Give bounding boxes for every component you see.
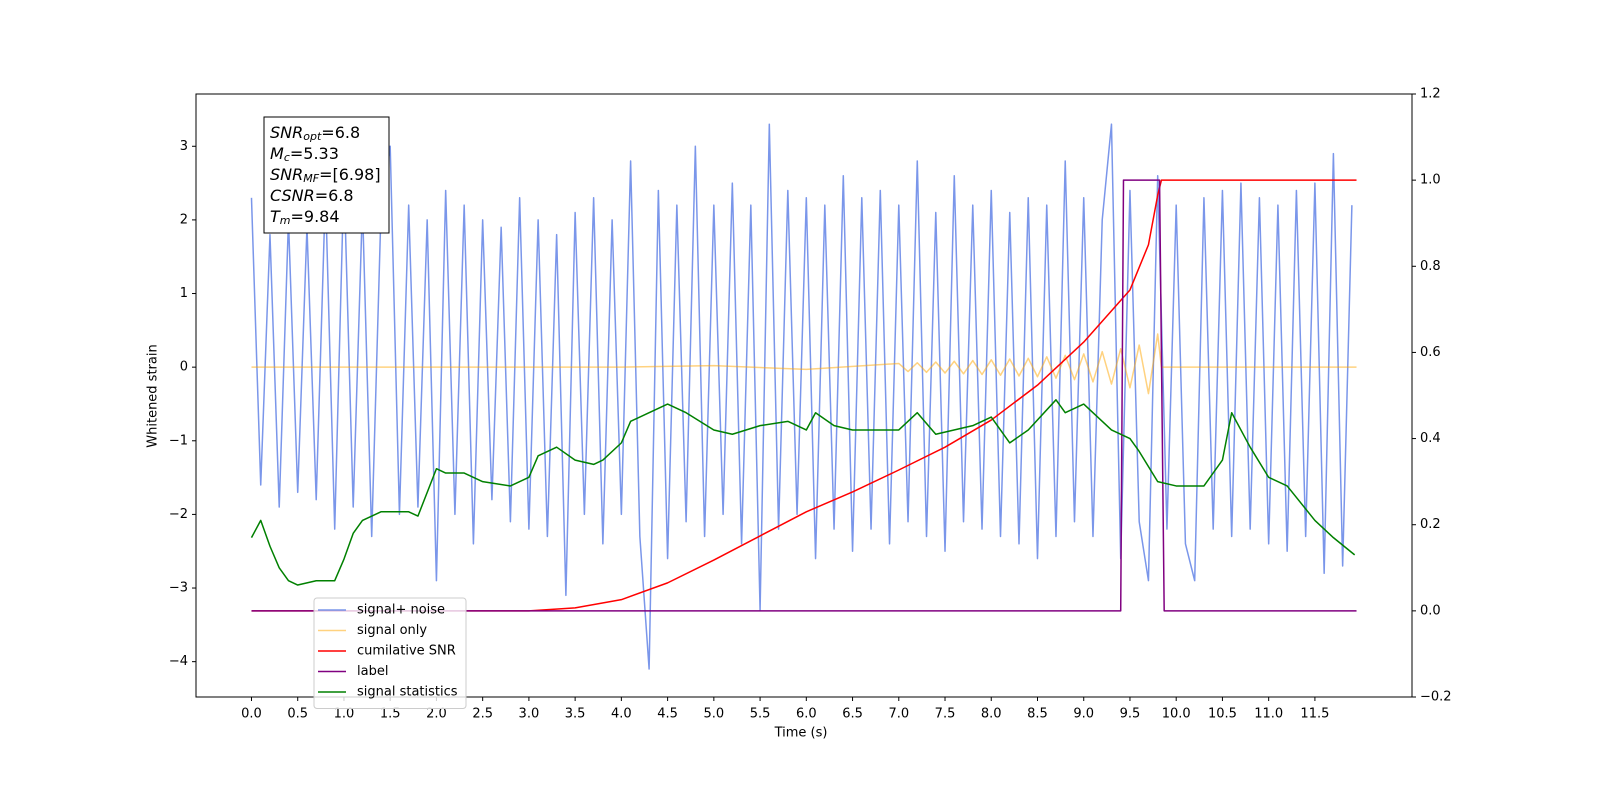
y-tick-label: 1	[180, 286, 188, 301]
annotation-text: Mc=5.33	[270, 144, 339, 165]
y-tick-label: −1	[169, 433, 188, 448]
legend-label: cumilative SNR	[357, 644, 456, 659]
x-tick-label: 6.0	[796, 707, 817, 722]
series-line	[251, 179, 1357, 612]
y-tick-label: 2	[180, 212, 188, 227]
x-tick-label: 1.5	[380, 707, 401, 722]
x-axis-label: Time (s)	[774, 726, 828, 741]
annotation-rest: =5.33	[290, 144, 339, 163]
series-line	[251, 333, 1357, 395]
annotation-base: M	[270, 144, 284, 163]
legend: signal+ noise signal only cumilative SNR la…	[313, 597, 467, 709]
series-line	[250, 399, 1356, 586]
annotation-rest: =[6.98]	[319, 165, 381, 184]
annotation-sub: m	[280, 214, 291, 227]
annotation-sub: c	[284, 151, 290, 164]
y-axis-label: Whitened strain	[146, 344, 161, 447]
x-tick-label: 11.5	[1300, 707, 1329, 722]
x-tick-label: 7.0	[888, 707, 909, 722]
x-tick-label: 10.5	[1208, 707, 1237, 722]
x-tick-label: 8.5	[1027, 707, 1048, 722]
y2-tick-label: 0.2	[1420, 517, 1441, 532]
x-tick-label: 4.0	[611, 707, 632, 722]
series-line	[250, 123, 1353, 670]
x-tick-label: 11.0	[1254, 707, 1283, 722]
x-tick-label: 4.5	[657, 707, 678, 722]
annotation-rest: =6.8	[321, 123, 360, 142]
annotation-base: CSNR	[270, 186, 315, 205]
x-tick-label: 7.5	[935, 707, 956, 722]
x-tick-label: 8.0	[981, 707, 1002, 722]
x-tick-label: 2.5	[472, 707, 493, 722]
y-tick-label: −2	[169, 507, 188, 522]
legend-frame	[313, 597, 467, 709]
series-line	[251, 179, 1357, 612]
x-tick-label: 0.0	[241, 707, 262, 722]
annotation-text: SNRMF=[6.98]	[270, 165, 381, 186]
legend-label: label	[357, 664, 388, 679]
annotation-sub: MF	[303, 172, 319, 185]
y2-tick-label: 0.4	[1420, 431, 1441, 446]
x-tick-label: 2.0	[426, 707, 447, 722]
x-tick-label: 3.0	[519, 707, 540, 722]
annotation-box: SNRopt=6.8Mc=5.33SNRMF=[6.98]CSNR=6.8Tm=…	[263, 116, 390, 234]
x-tick-label: 10.0	[1162, 707, 1191, 722]
annotation-text: SNRopt=6.8	[270, 123, 360, 144]
legend-label: signal+ noise	[357, 603, 445, 618]
legend-label: signal statistics	[357, 685, 458, 700]
x-tick-label: 9.0	[1073, 707, 1094, 722]
annotation-text: Tm=9.84	[270, 207, 340, 228]
y2-tick-label: 1.2	[1420, 87, 1441, 102]
x-tick-label: 5.5	[750, 707, 771, 722]
annotation-frame	[263, 116, 390, 234]
annotation-text: CSNR=6.8	[270, 186, 354, 205]
x-tick-label: 9.5	[1120, 707, 1141, 722]
annotation-sub: opt	[303, 130, 322, 143]
x-tick-label: 3.5	[565, 707, 586, 722]
y2-tick-label: 0.6	[1420, 345, 1441, 360]
y2-tick-label: 1.0	[1420, 173, 1441, 188]
y2-tick-label: 0.0	[1420, 603, 1441, 618]
annotation-base: SNR	[270, 123, 303, 142]
annotation-rest: =6.8	[315, 186, 354, 205]
y-tick-label: 0	[180, 360, 188, 375]
y2-tick-label: −0.2	[1420, 690, 1452, 705]
legend-label: signal only	[357, 623, 427, 638]
y-tick-label: −4	[169, 654, 188, 669]
annotation-base: SNR	[270, 165, 303, 184]
annotation-rest: =9.84	[291, 207, 340, 226]
x-tick-label: 1.0	[334, 707, 355, 722]
plot-frame	[195, 93, 1413, 698]
x-tick-label: 6.5	[842, 707, 863, 722]
annotation-base: T	[270, 207, 281, 226]
x-tick-label: 5.0	[703, 707, 724, 722]
y-tick-label: −3	[169, 581, 188, 596]
x-tick-label: 0.5	[287, 707, 308, 722]
y2-tick-label: 0.8	[1420, 259, 1441, 274]
y-tick-label: 3	[180, 139, 188, 154]
